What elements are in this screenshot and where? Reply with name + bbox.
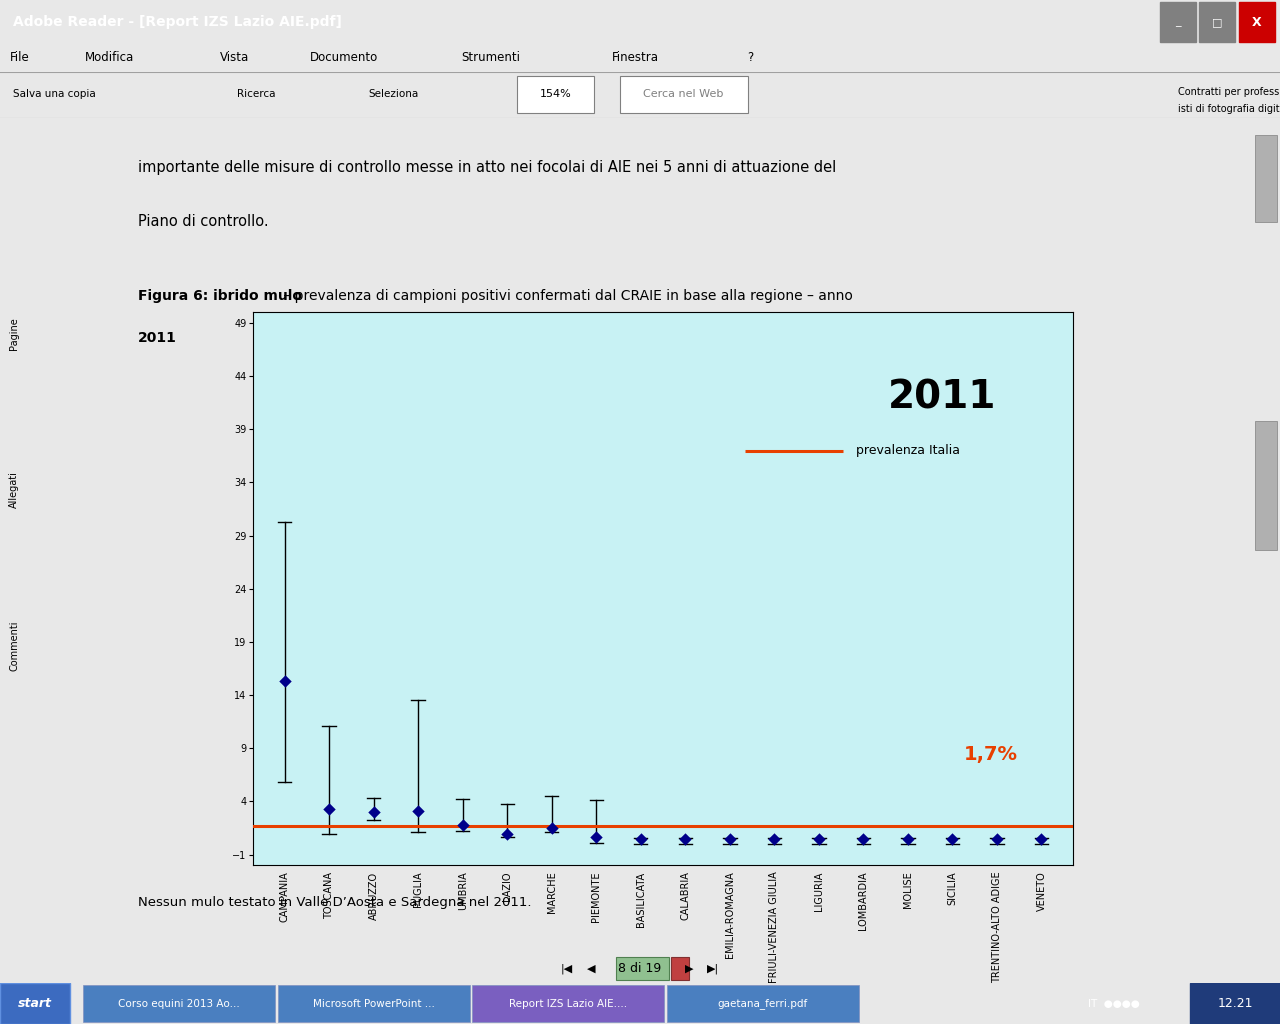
Text: Piano di controllo.: Piano di controllo.: [138, 214, 269, 229]
Text: 8 di 19: 8 di 19: [618, 963, 662, 975]
Text: ?: ?: [748, 51, 754, 65]
Text: 154%: 154%: [540, 89, 571, 98]
Text: Pagine: Pagine: [9, 317, 19, 350]
Text: _: _: [1175, 17, 1180, 27]
Point: [897, 830, 918, 847]
Bar: [517, 77, 594, 114]
Text: Figura 6: ibrido mulo: Figura 6: ibrido mulo: [138, 289, 302, 303]
Point: [942, 830, 963, 847]
Bar: [1254, 135, 1277, 221]
Text: Corso equini 2013 Ao...: Corso equini 2013 Ao...: [118, 998, 241, 1009]
Bar: [616, 957, 669, 980]
Point: [675, 830, 695, 847]
Point: [631, 830, 652, 847]
Point: [497, 826, 517, 843]
Text: isti di fotografia digitale: isti di fotografia digitale: [1178, 103, 1280, 114]
Point: [364, 804, 384, 820]
Point: [764, 830, 785, 847]
Point: [274, 673, 294, 689]
Text: Adobe Reader - [Report IZS Lazio AIE.pdf]: Adobe Reader - [Report IZS Lazio AIE.pdf…: [13, 15, 342, 29]
Text: Documento: Documento: [310, 51, 378, 65]
Point: [987, 830, 1007, 847]
Text: Report IZS Lazio AIE....: Report IZS Lazio AIE....: [509, 998, 627, 1009]
Bar: [1190, 983, 1280, 1024]
Bar: [620, 77, 748, 114]
Point: [586, 828, 607, 845]
Text: prevalenza Italia: prevalenza Italia: [855, 444, 960, 457]
Bar: [1254, 421, 1277, 551]
Point: [452, 817, 472, 834]
Text: Modifica: Modifica: [84, 51, 133, 65]
Text: Strumenti: Strumenti: [461, 51, 520, 65]
Text: 2011: 2011: [138, 331, 177, 345]
Point: [719, 830, 740, 847]
Text: Commenti: Commenti: [9, 621, 19, 671]
Bar: [1160, 2, 1196, 42]
Bar: [671, 957, 689, 980]
Text: Microsoft PowerPoint ...: Microsoft PowerPoint ...: [312, 998, 435, 1009]
Text: Allegati: Allegati: [9, 471, 19, 508]
Text: IT  ●●●●: IT ●●●●: [1088, 998, 1139, 1009]
Text: ◀: ◀: [586, 964, 595, 974]
Text: □: □: [1212, 17, 1222, 27]
Text: X: X: [1252, 15, 1262, 29]
Bar: [1239, 2, 1275, 42]
Text: start: start: [18, 997, 51, 1010]
Text: Seleziona: Seleziona: [369, 89, 419, 98]
Text: File: File: [10, 51, 29, 65]
Point: [408, 803, 429, 819]
Text: ▶|: ▶|: [708, 964, 719, 974]
Bar: [278, 985, 470, 1022]
Text: 2011: 2011: [887, 379, 996, 417]
Text: Vista: Vista: [220, 51, 250, 65]
Point: [541, 820, 562, 837]
Text: Cerca nel Web: Cerca nel Web: [644, 89, 723, 98]
Text: 12.21: 12.21: [1217, 997, 1253, 1010]
Text: 1,7%: 1,7%: [964, 745, 1018, 764]
Bar: [1199, 2, 1235, 42]
Text: |◀: |◀: [561, 964, 572, 974]
Point: [809, 830, 829, 847]
Bar: [472, 985, 664, 1022]
Bar: [0, 983, 70, 1024]
Bar: [667, 985, 859, 1022]
Text: gaetana_ferri.pdf: gaetana_ferri.pdf: [718, 998, 808, 1009]
Text: Contratti per profession-: Contratti per profession-: [1178, 87, 1280, 97]
Text: Nessun mulo testato in Valle D’Aosta e Sardegna nel 2011.: Nessun mulo testato in Valle D’Aosta e S…: [138, 896, 531, 909]
Point: [854, 830, 874, 847]
Text: ▶: ▶: [685, 964, 694, 974]
Text: importante delle misure di controllo messe in atto nei focolai di AIE nei 5 anni: importante delle misure di controllo mes…: [138, 160, 837, 174]
Text: Ricerca: Ricerca: [237, 89, 275, 98]
Text: Salva una copia: Salva una copia: [13, 89, 96, 98]
Text: Finestra: Finestra: [612, 51, 659, 65]
Text: – prevalenza di campioni positivi confermati dal CRAIE in base alla regione – an: – prevalenza di campioni positivi confer…: [279, 289, 852, 303]
Point: [1032, 830, 1052, 847]
Bar: [83, 985, 275, 1022]
Point: [319, 801, 339, 817]
